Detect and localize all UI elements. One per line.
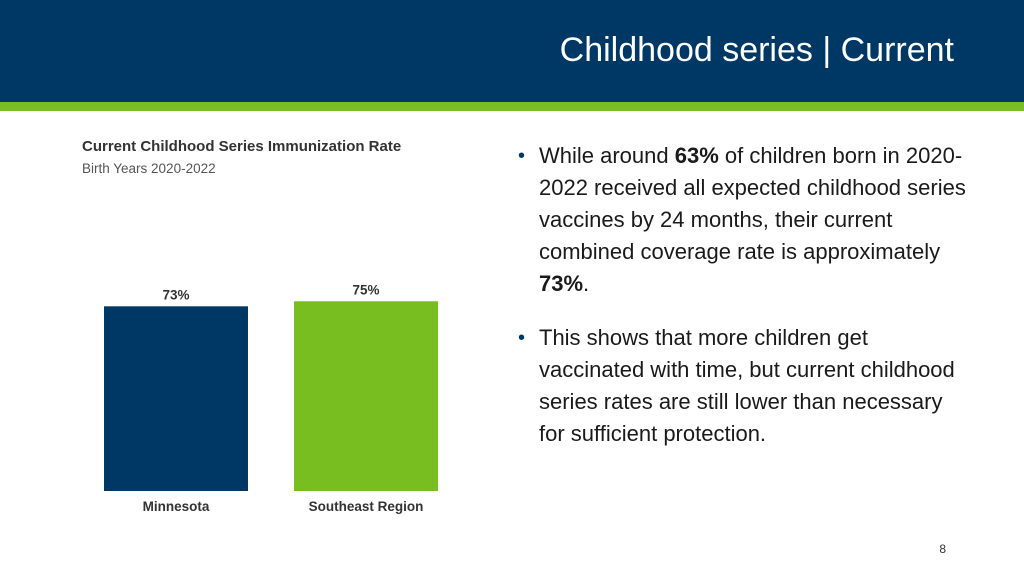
bullet-text: This shows that more children get vaccin… (539, 325, 955, 446)
header-accent-stripe (0, 102, 1024, 111)
bar-minnesota (104, 306, 248, 491)
bar-value-label: 73% (162, 287, 189, 302)
slide-title: Childhood series | Current (559, 31, 954, 69)
bullet-text: of children born in 2020-2022 received a… (539, 143, 966, 264)
bar-value-label: 75% (352, 282, 379, 297)
bullet-emphasis: 73% (539, 271, 584, 296)
page-number: 8 (939, 542, 946, 556)
slide-header: Childhood series | Current (0, 0, 1024, 102)
bar-southeast-region (294, 301, 438, 491)
bullet-dot-icon: • (518, 327, 526, 349)
bullet-dot-icon: • (518, 145, 526, 167)
chart-title: Current Childhood Series Immunization Ra… (82, 138, 402, 155)
bullet-item: • This shows that more children get vacci… (518, 322, 968, 450)
bullet-emphasis: 63% (674, 143, 719, 168)
bullet-text: While around (539, 143, 675, 168)
immunization-bar-chart: 73% Minnesota 75% Southeast Region (104, 282, 438, 514)
category-label: Southeast Region (309, 499, 424, 514)
bullet-list: • While around 63% of children born in 20… (518, 140, 968, 472)
category-label: Minnesota (143, 499, 210, 514)
chart-subtitle: Birth Years 2020-2022 (82, 161, 216, 176)
bullet-item: • While around 63% of children born in 20… (518, 140, 968, 300)
bullet-text: . (583, 271, 590, 296)
